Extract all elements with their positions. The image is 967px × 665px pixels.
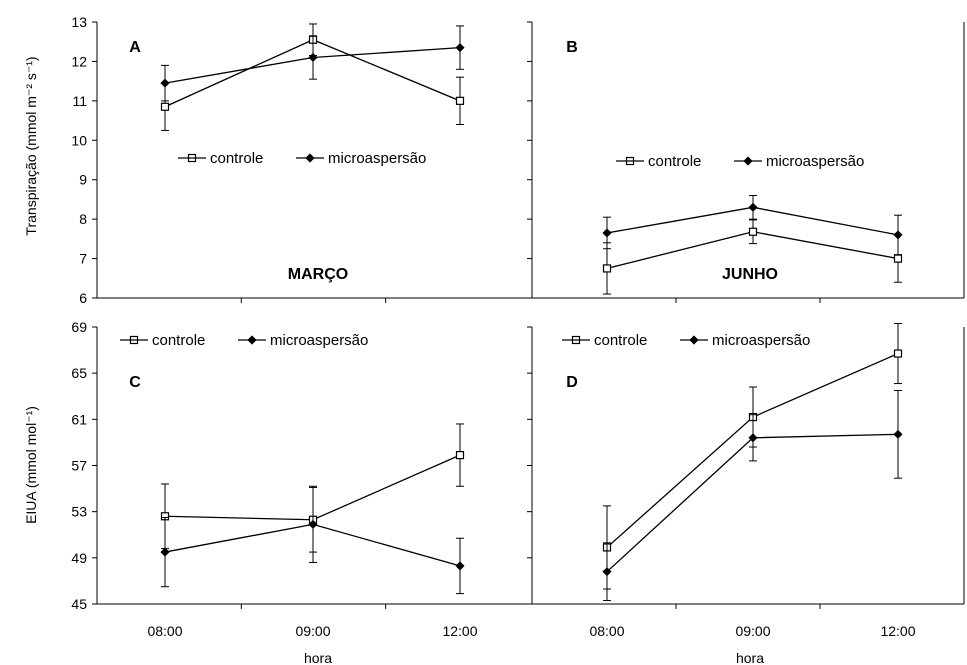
panel-a-y-tick-label: 8 xyxy=(79,211,87,227)
panel-c-y-tick-label: 61 xyxy=(71,411,87,427)
panel-b-letter: B xyxy=(566,39,578,56)
panel-b-series-controle-point xyxy=(893,254,903,263)
panel-c-y-tick-label: 53 xyxy=(71,504,87,520)
panel-a-y-tick-label: 13 xyxy=(71,14,87,30)
panel-b-series-microaspersao-point xyxy=(748,202,758,212)
y-axis-label-transpiration: Transpiração (mmol m⁻² s⁻¹) xyxy=(23,56,39,235)
x-axis-label-right: hora xyxy=(736,650,764,665)
panel-d-legend-controle-label: controle xyxy=(594,332,647,349)
panel-c-legend-microaspersao-label: microaspersão xyxy=(270,332,368,349)
panel-c-series-microaspersao-point xyxy=(455,561,465,571)
panel-d-series-microaspersao-point xyxy=(602,567,612,577)
panel-d-legend-microaspersao-label: microaspersão xyxy=(712,332,810,349)
panel-b-legend-microaspersao-label: microaspersão xyxy=(766,153,864,170)
data-layer xyxy=(129,23,903,602)
panel-c-y-tick-label: 49 xyxy=(71,550,87,566)
panel-a-legend-microaspersao-label: microaspersão xyxy=(328,150,426,167)
panel-c-series-microaspersao-point xyxy=(160,547,170,557)
panel-a-series-microaspersao-point xyxy=(160,78,170,88)
panel-d-series-microaspersao-point xyxy=(893,429,903,439)
panel-b-series-controle-point xyxy=(748,227,758,236)
panel-c-series-microaspersao-point xyxy=(308,519,318,529)
panel-b-series-microaspersao-point xyxy=(602,228,612,238)
panel-b-series-microaspersao-point xyxy=(893,230,903,240)
axes-layer xyxy=(92,21,965,609)
panel-c-x-tick-label: 12:00 xyxy=(442,623,477,639)
panel-d-letter: D xyxy=(566,374,578,391)
text-layer: Transpiração (mmol m⁻² s⁻¹) EIUA (mmol m… xyxy=(23,14,916,665)
month-label-march: MARÇO xyxy=(288,266,348,283)
panel-a-y-tick-label: 10 xyxy=(71,132,87,148)
panel-c-y-tick-label: 45 xyxy=(71,596,87,612)
panel-a-y-tick-label: 6 xyxy=(79,290,87,306)
panel-a-y-tick-label: 12 xyxy=(71,53,87,69)
panel-a-y-tick-label: 9 xyxy=(79,172,87,188)
y-axis-label-eiua: EIUA (mmol mol⁻¹) xyxy=(23,406,39,524)
panel-c-legend-controle-label: controle xyxy=(152,332,205,349)
panel-c-y-tick-label: 69 xyxy=(71,319,87,335)
x-axis-label-left: hora xyxy=(304,650,332,665)
panel-a-y-tick-label: 11 xyxy=(72,93,87,109)
panel-c-x-tick-label: 09:00 xyxy=(295,623,330,639)
panel-d-x-tick-label: 08:00 xyxy=(589,623,624,639)
panel-c-letter: C xyxy=(129,374,141,391)
month-label-june: JUNHO xyxy=(722,266,778,283)
panel-b-series-controle-point xyxy=(602,264,612,273)
panel-a-series-microaspersao-point xyxy=(308,52,318,63)
panel-a-letter: A xyxy=(129,39,141,56)
panel-d-series-controle-point xyxy=(893,349,903,358)
panel-d-x-tick-label: 12:00 xyxy=(880,623,915,639)
panel-a-series-controle-point xyxy=(160,102,170,111)
panel-a-y-tick-label: 7 xyxy=(79,251,87,267)
panel-a-series-controle-point xyxy=(455,96,465,105)
panel-d-series-microaspersao-point xyxy=(748,433,758,443)
panel-c-series-controle-point xyxy=(455,451,465,460)
panel-a-legend-controle-label: controle xyxy=(210,150,263,167)
panel-c-y-tick-label: 57 xyxy=(71,458,87,474)
panel-a-series-microaspersao-point xyxy=(455,43,465,53)
panel-c-y-tick-label: 65 xyxy=(71,365,87,381)
panel-c-x-tick-label: 08:00 xyxy=(147,623,182,639)
panel-b-legend-controle-label: controle xyxy=(648,153,701,170)
panel-d-x-tick-label: 09:00 xyxy=(735,623,770,639)
